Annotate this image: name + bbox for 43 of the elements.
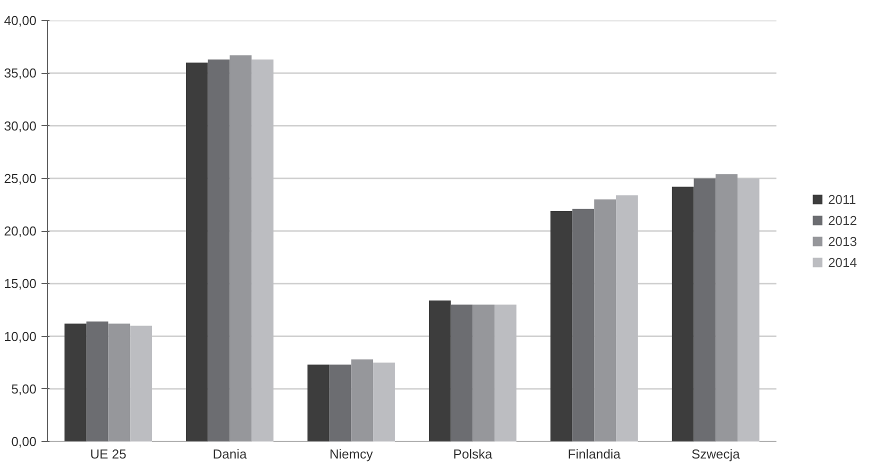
bar bbox=[186, 62, 208, 442]
y-tick-label: 0,00 bbox=[11, 434, 37, 449]
bar bbox=[738, 178, 760, 442]
x-tick-label: Niemcy bbox=[330, 446, 374, 462]
bar bbox=[594, 199, 616, 442]
x-tick-label: Dania bbox=[212, 446, 248, 462]
legend-label: 2012 bbox=[828, 212, 857, 228]
bar bbox=[572, 208, 594, 442]
bar bbox=[672, 186, 694, 442]
bar bbox=[252, 59, 274, 442]
y-tick-label: 30,00 bbox=[4, 118, 37, 134]
bar bbox=[472, 304, 495, 442]
legend-label: 2011 bbox=[828, 192, 856, 206]
bar bbox=[450, 304, 473, 442]
bar bbox=[494, 304, 516, 442]
y-tick-label: 25,00 bbox=[4, 170, 37, 186]
x-tick-label: UE 25 bbox=[90, 446, 126, 462]
bar bbox=[208, 59, 230, 442]
bar bbox=[108, 324, 130, 442]
y-tick-label: 35,00 bbox=[4, 66, 37, 81]
bar bbox=[373, 362, 395, 442]
bar bbox=[351, 359, 374, 442]
bar bbox=[86, 322, 108, 442]
bar bbox=[64, 324, 86, 442]
bar bbox=[694, 178, 716, 442]
legend-label: 2014 bbox=[828, 254, 857, 270]
x-tick-label: Finlandia bbox=[568, 446, 622, 462]
y-tick-label: 40,00 bbox=[4, 13, 37, 28]
bar bbox=[716, 174, 738, 442]
bar bbox=[616, 195, 638, 442]
bar bbox=[307, 364, 330, 442]
bar bbox=[329, 364, 352, 442]
y-tick-label: 10,00 bbox=[4, 328, 37, 344]
y-tick-label: 5,00 bbox=[11, 381, 37, 396]
y-tick-label: 20,00 bbox=[4, 224, 37, 238]
y-tick-label: 15,00 bbox=[4, 276, 37, 292]
bar bbox=[230, 55, 252, 442]
legend-label: 2013 bbox=[828, 234, 857, 248]
bar bbox=[550, 211, 572, 442]
x-tick-label: Polska bbox=[453, 446, 493, 462]
bar bbox=[428, 300, 451, 442]
x-tick-label: Szwecja bbox=[691, 446, 741, 462]
bar bbox=[130, 326, 152, 442]
